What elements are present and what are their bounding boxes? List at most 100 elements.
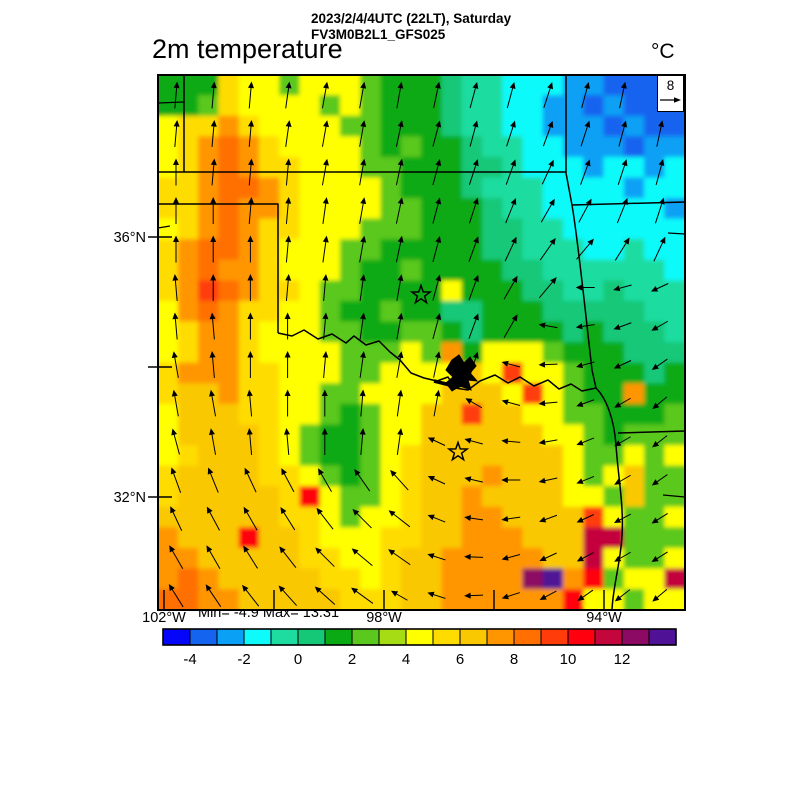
colorbar-segment — [594, 628, 623, 646]
colorbar-tick-label: -4 — [183, 651, 196, 668]
wind-arrow — [359, 235, 367, 263]
colorbar-segment — [459, 628, 488, 646]
wind-arrow — [576, 437, 595, 446]
wind-arrow — [396, 351, 404, 378]
wind-arrow — [210, 274, 217, 301]
wind-arrow — [173, 158, 179, 186]
wind-arrow — [617, 159, 628, 185]
colorbar-segment — [189, 628, 218, 646]
colorbar-segment — [567, 628, 596, 646]
wind-reference-value: 8 — [666, 78, 675, 93]
wind-arrow — [469, 120, 479, 147]
colorbar-tick-label: -2 — [237, 651, 250, 668]
wind-arrow — [580, 120, 591, 147]
colorbar-tick-label: 2 — [348, 651, 356, 668]
wind-arrow — [285, 197, 292, 224]
wind-arrow — [613, 322, 632, 330]
wind-arrow — [244, 467, 257, 493]
wind-arrow — [388, 510, 411, 528]
state-border-line — [595, 387, 624, 610]
wind-arrow — [580, 159, 591, 185]
wind-arrow — [395, 197, 404, 224]
wind-arrow — [359, 120, 367, 147]
wind-arrow — [209, 389, 217, 417]
wind-arrow — [614, 589, 631, 602]
wind-arrow — [506, 120, 516, 147]
wind-arrow — [501, 399, 521, 406]
lake-shape — [445, 354, 479, 392]
wind-arrow — [209, 312, 216, 340]
wind-arrow — [396, 312, 404, 340]
temperature-field-smooth — [158, 75, 685, 610]
wind-arrow — [614, 513, 632, 523]
wind-arrow — [538, 361, 558, 368]
wind-arrow — [207, 467, 219, 493]
wind-arrow — [247, 351, 254, 378]
wind-arrow — [433, 389, 441, 417]
wind-arrow — [576, 238, 594, 260]
colorbar-segment — [378, 628, 407, 646]
wind-arrow — [285, 235, 292, 263]
wind-arrow — [171, 351, 179, 378]
colorbar-segment — [405, 628, 434, 646]
wind-arrow — [206, 506, 220, 531]
wind-arrow — [433, 351, 441, 378]
wind-arrow — [539, 514, 558, 523]
wind-arrow — [318, 468, 332, 492]
wind-arrow — [432, 197, 442, 224]
wind-arrow — [315, 547, 335, 567]
wind-arrow — [427, 591, 446, 599]
wind-arrow — [542, 120, 554, 147]
river-line — [662, 494, 685, 498]
wind-arrow — [501, 554, 521, 561]
state-border-line — [571, 204, 597, 389]
colorbar-tick-label: 0 — [294, 651, 302, 668]
wind-arrow — [359, 81, 367, 109]
wind-arrow — [280, 507, 296, 531]
colorbar-segment — [432, 628, 461, 646]
wind-arrow — [614, 474, 631, 485]
wind-arrow — [651, 551, 668, 563]
wind-arrow — [173, 235, 179, 263]
wind-arrow — [576, 514, 595, 523]
wind-arrow — [285, 81, 292, 109]
wind-arrow — [543, 82, 554, 108]
wind-arrow — [281, 468, 295, 493]
wind-arrow — [576, 552, 594, 562]
wind-arrow — [538, 322, 558, 329]
wind-arrow — [284, 351, 291, 378]
wind-arrow — [284, 312, 291, 340]
model-run-title: FV3M0B2L1_GFS025 — [311, 27, 446, 42]
wind-arrow — [395, 120, 404, 147]
colorbar-tick-label: 10 — [560, 651, 577, 668]
wind-arrow — [247, 312, 254, 340]
reference-arrow-icon — [660, 97, 681, 103]
wind-arrow — [285, 158, 292, 186]
wind-reference-box: 8 — [657, 75, 684, 112]
river-line — [158, 225, 171, 229]
wind-arrow — [390, 590, 408, 601]
wind-arrow — [359, 274, 366, 301]
wind-arrow — [576, 361, 595, 369]
wind-arrow — [321, 389, 328, 417]
wind-arrow — [654, 197, 665, 224]
wind-arrow — [321, 120, 329, 147]
wind-arrow — [576, 475, 595, 484]
wind-arrow — [576, 399, 595, 407]
wind-arrow — [538, 477, 558, 484]
wind-arrow — [539, 237, 556, 261]
wind-arrow — [206, 545, 221, 569]
wind-arrow — [652, 435, 668, 448]
wind-arrow — [396, 81, 404, 109]
lon-label: 98°W — [366, 610, 402, 626]
colorbar-segment — [162, 628, 191, 646]
wind-arrow — [284, 389, 291, 417]
geography-layer — [158, 75, 685, 610]
wind-arrow — [650, 283, 669, 292]
datetime-title: 2023/2/4/4UTC (22LT), Saturday — [311, 11, 512, 26]
wind-arrow — [285, 274, 292, 301]
wind-arrow — [171, 389, 179, 417]
wind-arrow — [504, 236, 517, 262]
wind-arrow — [359, 197, 367, 224]
